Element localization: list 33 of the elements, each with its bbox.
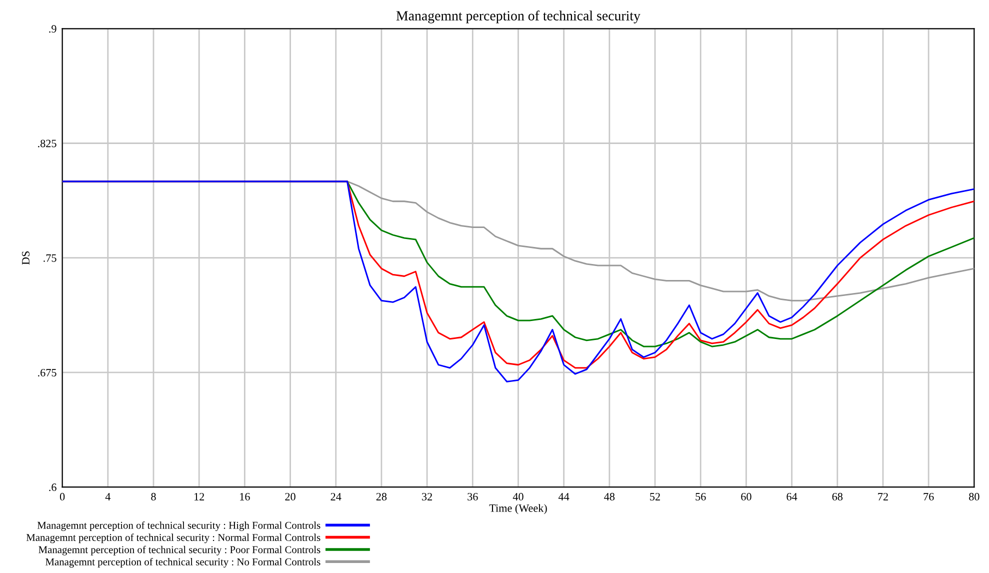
x-tick-label: 4: [105, 493, 111, 500]
x-tick-label: 28: [376, 492, 387, 500]
x-tick-label: 68: [832, 492, 843, 500]
x-tick-label: 36: [468, 492, 478, 500]
x-tick-label: 40: [512, 492, 524, 500]
x-tick-label: 76: [924, 492, 934, 500]
x-tick-label: 56: [696, 492, 706, 500]
y-tick-label: .825: [38, 140, 56, 148]
y-axis-title: DS: [22, 251, 30, 265]
x-tick-label: 64: [786, 492, 798, 500]
x-tick-label: 12: [194, 492, 204, 500]
x-tick-label: 44: [558, 493, 570, 500]
chart-title: Managemnt perception of technical security: [396, 10, 640, 24]
x-tick-label: 0: [60, 492, 65, 500]
x-tick-label: 20: [285, 492, 296, 500]
legend-label: Managemnt perception of technical security : No Formal Controls: [46, 558, 320, 568]
x-tick-label: 52: [650, 492, 660, 500]
legend-label: Managemnt perception of technical security : Normal Formal Controls: [26, 534, 320, 544]
y-tick-label: .75: [44, 254, 56, 262]
legend-label: Managemnt perception of technical security : High Formal Controls: [37, 521, 320, 531]
x-axis-title: Time (Week): [489, 504, 547, 514]
x-tick-label: 72: [878, 492, 888, 500]
y-tick-label: .6: [49, 484, 56, 492]
x-tick-label: 32: [422, 492, 432, 500]
x-tick-label: 60: [741, 492, 752, 500]
x-tick-label: 24: [330, 492, 342, 500]
x-tick-label: 8: [151, 492, 156, 500]
y-tick-label: .675: [38, 368, 56, 376]
x-tick-label: 48: [604, 492, 615, 500]
x-tick-label: 16: [240, 492, 250, 500]
y-tick-label: .9: [49, 25, 56, 33]
legend-label: Managemnt perception of technical security : Poor Formal Controls: [38, 546, 320, 556]
x-tick-label: 80: [969, 492, 980, 500]
